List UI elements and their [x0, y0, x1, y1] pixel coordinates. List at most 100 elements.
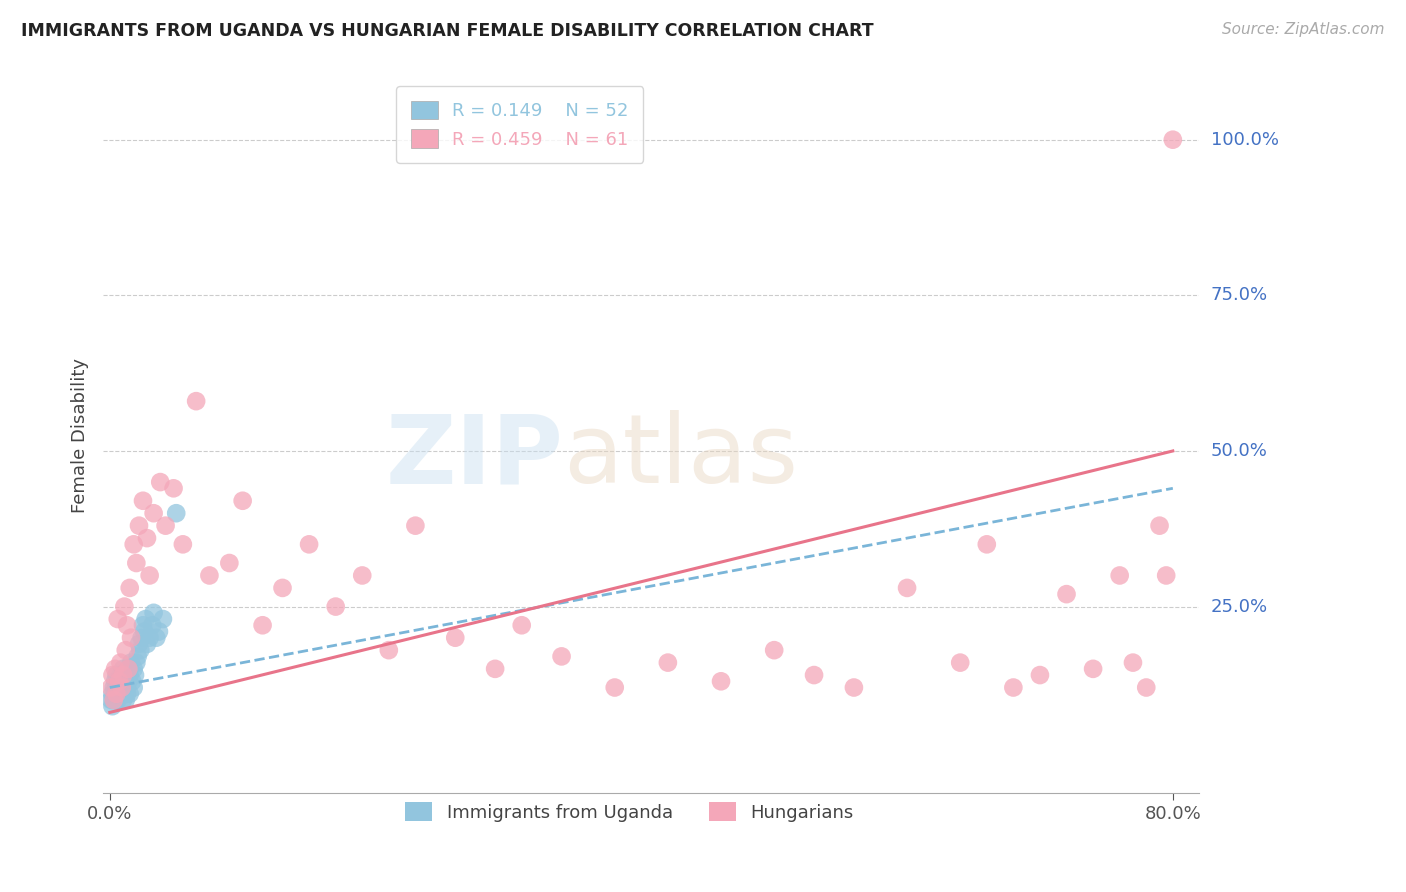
Point [1161, 133, 1184, 147]
Point [112, 668, 135, 682]
Point [112, 681, 135, 695]
Point [378, 643, 401, 657]
Text: 100.0%: 100.0% [1211, 131, 1278, 149]
Point [114, 668, 136, 682]
Point [104, 662, 127, 676]
Point [111, 681, 134, 695]
Point [763, 643, 786, 657]
Point [124, 668, 146, 682]
Point [122, 662, 145, 676]
Text: ZIP: ZIP [385, 410, 564, 503]
Text: 50.0%: 50.0% [1211, 442, 1267, 460]
Point [352, 568, 374, 582]
Point [112, 674, 135, 689]
Point [603, 681, 626, 695]
Point [118, 581, 141, 595]
Point [550, 649, 572, 664]
Point [1135, 681, 1157, 695]
Point [108, 681, 131, 695]
Point [122, 537, 145, 551]
Point [107, 612, 129, 626]
Point [1081, 662, 1104, 676]
Point [117, 662, 139, 676]
Point [1029, 668, 1052, 682]
Point [1108, 568, 1130, 582]
Point [165, 506, 187, 520]
Point [136, 531, 159, 545]
Point [100, 693, 122, 707]
Point [132, 618, 155, 632]
Point [142, 606, 165, 620]
Point [484, 662, 506, 676]
Point [108, 674, 131, 689]
Point [101, 687, 124, 701]
Point [111, 681, 134, 695]
Point [112, 599, 135, 614]
Point [141, 618, 163, 632]
Point [112, 693, 135, 707]
Point [162, 481, 184, 495]
Point [135, 612, 157, 626]
Point [404, 518, 426, 533]
Point [107, 687, 129, 701]
Point [105, 668, 128, 682]
Point [112, 662, 135, 676]
Point [657, 656, 679, 670]
Point [110, 668, 132, 682]
Point [103, 693, 125, 707]
Point [103, 681, 125, 695]
Point [710, 674, 733, 689]
Point [117, 662, 139, 676]
Point [105, 681, 128, 695]
Point [111, 674, 134, 689]
Point [145, 631, 167, 645]
Y-axis label: Female Disability: Female Disability [72, 358, 89, 513]
Point [115, 687, 138, 701]
Text: IMMIGRANTS FROM UGANDA VS HUNGARIAN FEMALE DISABILITY CORRELATION CHART: IMMIGRANTS FROM UGANDA VS HUNGARIAN FEMA… [21, 22, 873, 40]
Point [104, 674, 127, 689]
Point [510, 618, 533, 632]
Point [125, 556, 148, 570]
Point [110, 687, 132, 701]
Point [105, 687, 128, 701]
Point [1122, 656, 1144, 670]
Point [138, 631, 160, 645]
Point [132, 493, 155, 508]
Point [100, 681, 122, 695]
Point [896, 581, 918, 595]
Point [127, 649, 149, 664]
Text: 25.0%: 25.0% [1211, 598, 1268, 615]
Point [131, 631, 153, 645]
Point [114, 693, 136, 707]
Point [172, 537, 194, 551]
Point [198, 568, 221, 582]
Point [115, 681, 138, 695]
Point [118, 668, 141, 682]
Point [110, 656, 132, 670]
Point [138, 568, 160, 582]
Point [101, 699, 124, 714]
Point [104, 687, 127, 701]
Point [155, 518, 177, 533]
Point [107, 693, 129, 707]
Point [105, 693, 128, 707]
Point [115, 618, 138, 632]
Point [121, 674, 143, 689]
Point [186, 394, 208, 409]
Point [128, 518, 150, 533]
Point [252, 618, 274, 632]
Point [118, 687, 141, 701]
Text: Source: ZipAtlas.com: Source: ZipAtlas.com [1222, 22, 1385, 37]
Point [101, 668, 124, 682]
Point [842, 681, 865, 695]
Point [108, 674, 131, 689]
Point [298, 537, 321, 551]
Point [142, 506, 165, 520]
Point [1149, 518, 1171, 533]
Point [148, 624, 170, 639]
Point [134, 624, 156, 639]
Point [325, 599, 347, 614]
Point [803, 668, 825, 682]
Point [232, 493, 254, 508]
Text: 75.0%: 75.0% [1211, 286, 1268, 304]
